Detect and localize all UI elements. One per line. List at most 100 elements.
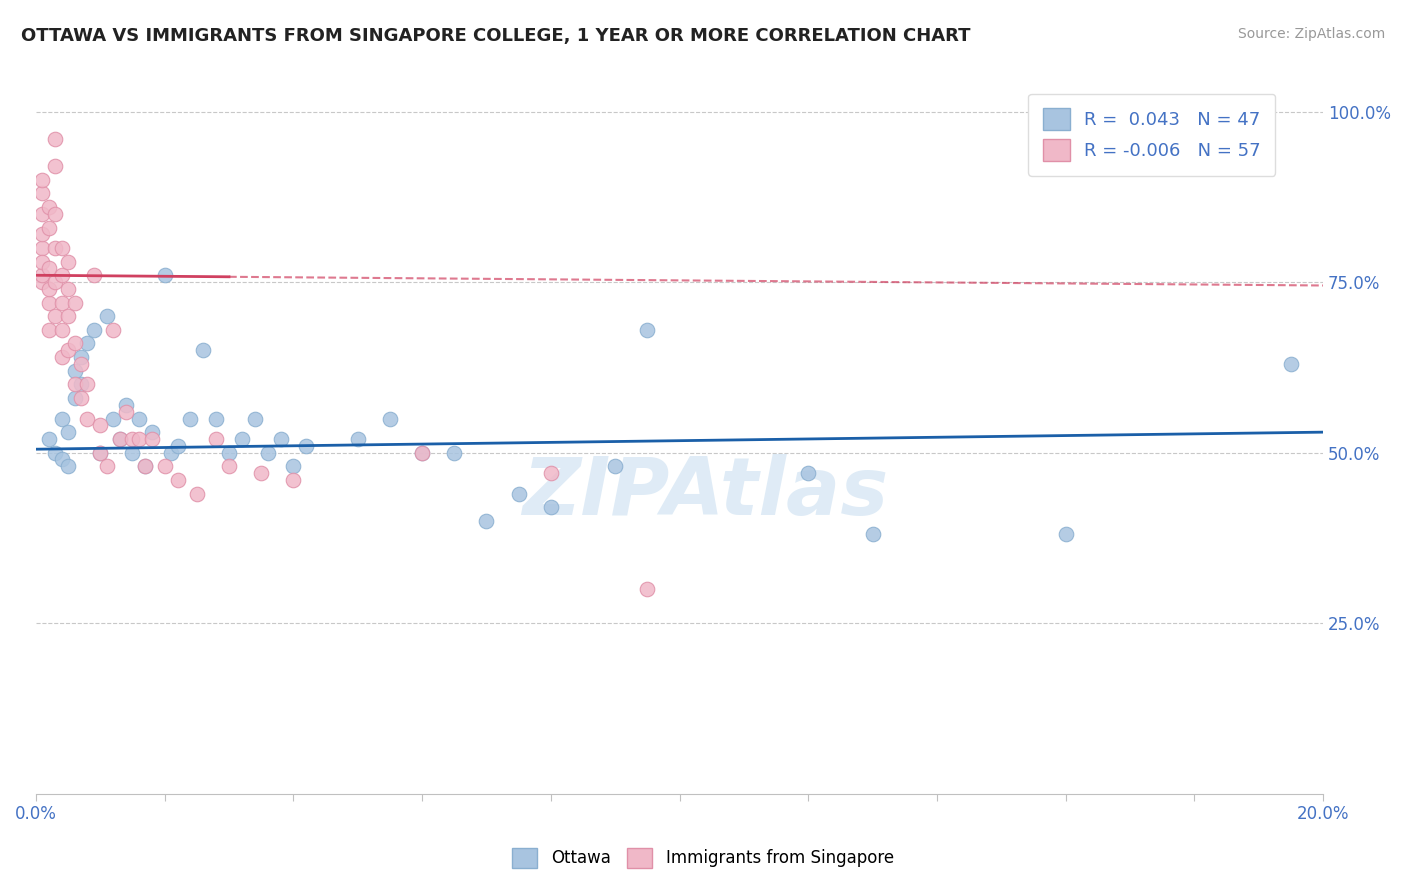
Point: [218, 445, 240, 459]
Point: [44, 275, 66, 289]
Point: [193, 343, 215, 358]
Point: [31, 254, 53, 268]
Point: [63, 364, 86, 378]
Point: [346, 432, 368, 446]
Point: [283, 459, 305, 474]
Point: [63, 295, 86, 310]
Point: [186, 486, 208, 500]
Point: [56, 459, 79, 474]
Point: [56, 309, 79, 323]
Point: [636, 582, 658, 596]
Point: [134, 459, 156, 474]
Point: [83, 323, 105, 337]
Point: [63, 336, 86, 351]
Point: [70, 391, 93, 405]
Point: [411, 445, 433, 459]
Point: [44, 207, 66, 221]
Point: [51, 452, 73, 467]
Point: [51, 411, 73, 425]
Point: [605, 459, 627, 474]
Point: [51, 323, 73, 337]
Point: [38, 323, 60, 337]
Point: [31, 241, 53, 255]
Point: [89, 445, 111, 459]
Point: [153, 459, 176, 474]
Point: [38, 261, 60, 276]
Point: [44, 309, 66, 323]
Point: [89, 445, 111, 459]
Point: [128, 432, 150, 446]
Point: [128, 411, 150, 425]
Point: [44, 241, 66, 255]
Point: [76, 336, 98, 351]
Point: [31, 268, 53, 283]
Point: [96, 459, 118, 474]
Point: [56, 425, 79, 439]
Point: [797, 466, 820, 480]
Point: [44, 132, 66, 146]
Point: [270, 432, 292, 446]
Point: [115, 405, 138, 419]
Point: [63, 377, 86, 392]
Point: [243, 411, 266, 425]
Point: [166, 439, 188, 453]
Point: [108, 432, 131, 446]
Point: [121, 432, 143, 446]
Point: [31, 207, 53, 221]
Point: [44, 445, 66, 459]
Point: [636, 323, 658, 337]
Point: [250, 466, 273, 480]
Point: [51, 295, 73, 310]
Point: [141, 432, 163, 446]
Point: [411, 445, 433, 459]
Point: [862, 527, 884, 541]
Point: [540, 466, 562, 480]
Point: [31, 173, 53, 187]
Legend: Ottawa, Immigrants from Singapore: Ottawa, Immigrants from Singapore: [506, 841, 900, 875]
Point: [378, 411, 401, 425]
Point: [51, 268, 73, 283]
Point: [56, 254, 79, 268]
Point: [295, 439, 318, 453]
Point: [56, 282, 79, 296]
Text: ZIPAtlas: ZIPAtlas: [522, 454, 889, 532]
Point: [101, 411, 124, 425]
Point: [51, 350, 73, 364]
Point: [134, 459, 156, 474]
Point: [153, 268, 176, 283]
Text: OTTAWA VS IMMIGRANTS FROM SINGAPORE COLLEGE, 1 YEAR OR MORE CORRELATION CHART: OTTAWA VS IMMIGRANTS FROM SINGAPORE COLL…: [21, 27, 970, 45]
Point: [1279, 357, 1302, 371]
Point: [63, 391, 86, 405]
Point: [38, 432, 60, 446]
Point: [160, 445, 183, 459]
Point: [256, 445, 278, 459]
Point: [115, 398, 138, 412]
Point: [70, 350, 93, 364]
Point: [96, 309, 118, 323]
Point: [31, 227, 53, 242]
Point: [540, 500, 562, 515]
Point: [218, 459, 240, 474]
Point: [121, 445, 143, 459]
Point: [101, 323, 124, 337]
Point: [51, 241, 73, 255]
Point: [205, 432, 228, 446]
Point: [166, 473, 188, 487]
Point: [231, 432, 253, 446]
Point: [70, 357, 93, 371]
Point: [205, 411, 228, 425]
Point: [31, 186, 53, 201]
Point: [44, 159, 66, 173]
Text: Source: ZipAtlas.com: Source: ZipAtlas.com: [1237, 27, 1385, 41]
Point: [283, 473, 305, 487]
Point: [141, 425, 163, 439]
Point: [38, 200, 60, 214]
Point: [76, 377, 98, 392]
Point: [76, 411, 98, 425]
Point: [31, 275, 53, 289]
Point: [38, 282, 60, 296]
Point: [475, 514, 498, 528]
Point: [38, 295, 60, 310]
Point: [38, 220, 60, 235]
Legend: R =  0.043   N = 47, R = -0.006   N = 57: R = 0.043 N = 47, R = -0.006 N = 57: [1028, 94, 1275, 176]
